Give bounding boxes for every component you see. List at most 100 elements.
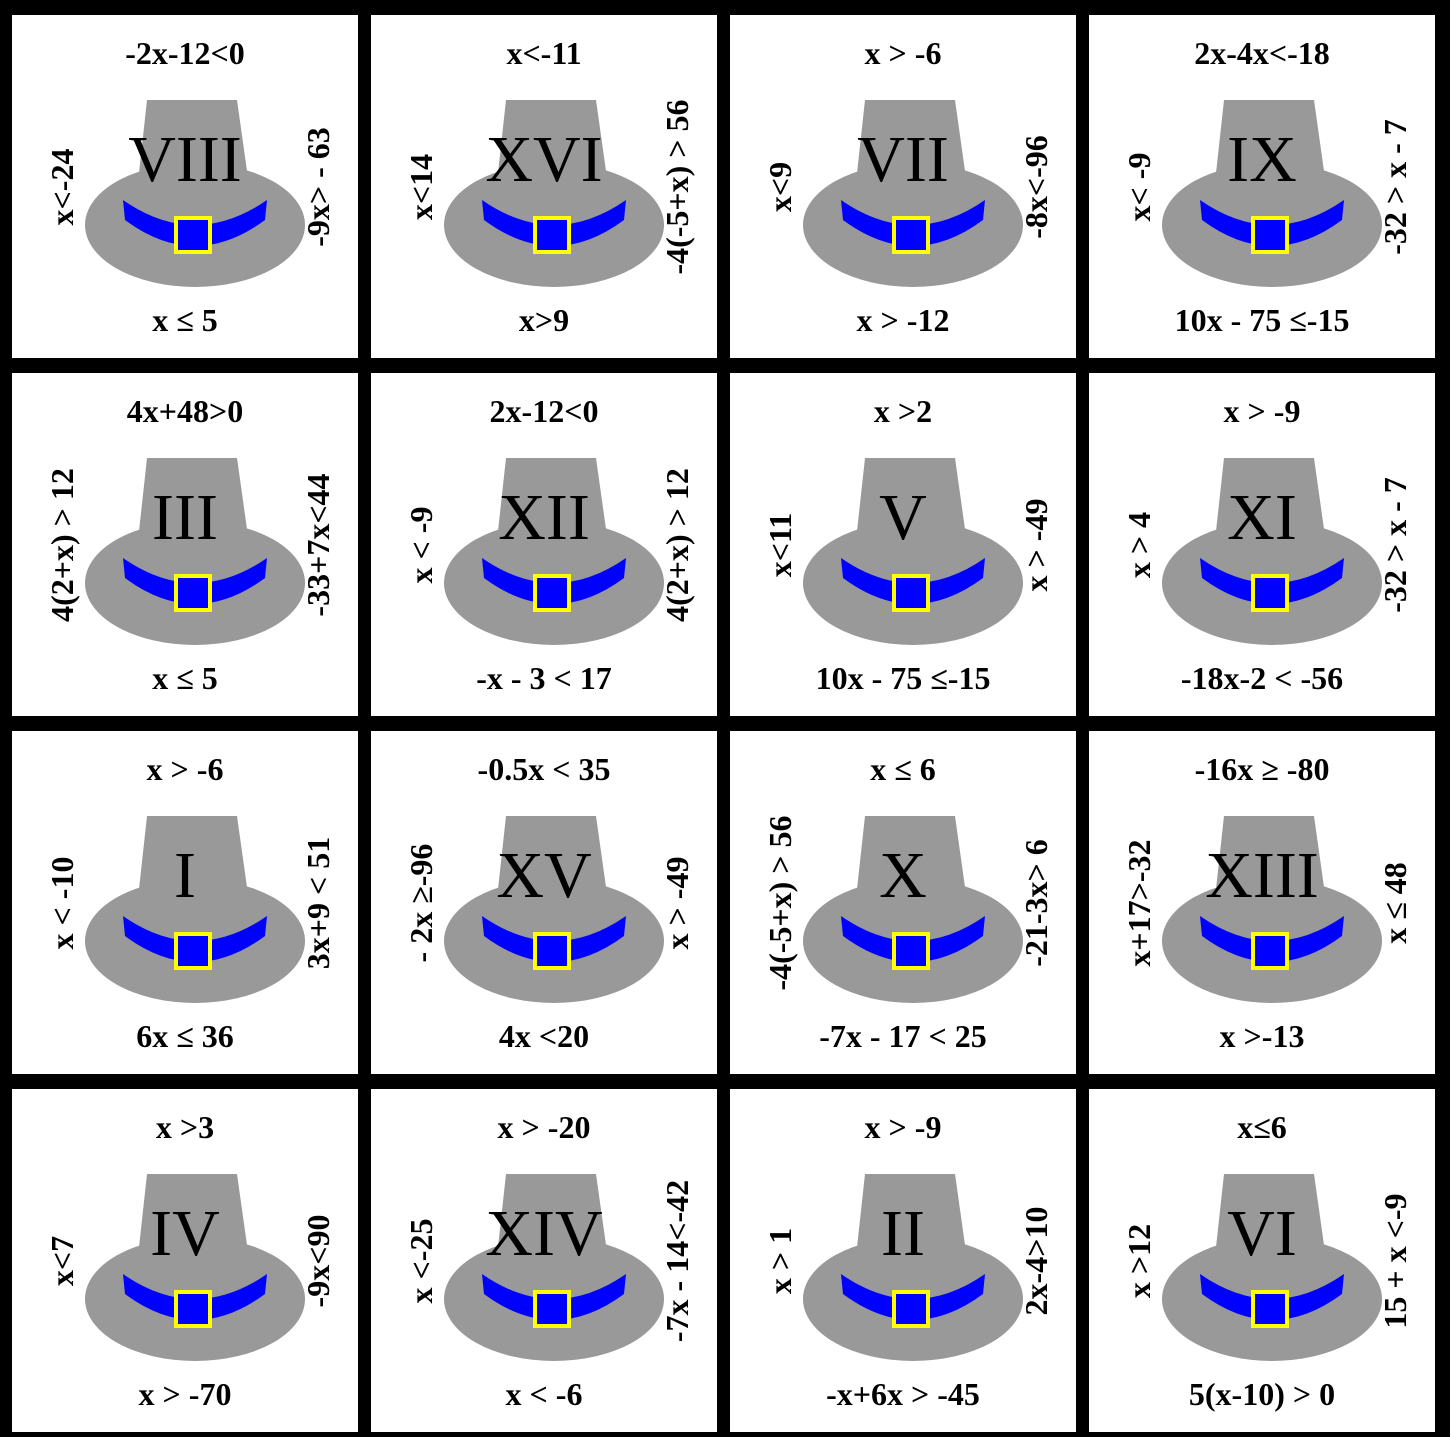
pilgrim-hat-icon	[1162, 458, 1382, 645]
inequality-top: x > -9	[1223, 393, 1301, 429]
pilgrim-hat-icon	[444, 1174, 664, 1361]
inequality-left: x<11	[762, 512, 798, 578]
inequality-left: x<14	[403, 153, 439, 221]
pilgrim-hat-icon	[803, 816, 1023, 1003]
roman-numeral: XI	[1227, 481, 1297, 554]
roman-numeral: II	[881, 1197, 925, 1270]
puzzle-tile-xvi[interactable]: XVI x<-11 x>9 x<14 -4(-5+x) > 56	[371, 15, 717, 358]
puzzle-tile-iv[interactable]: IV x >3 x > -70 x<7 -9x<90	[12, 1089, 358, 1432]
puzzle-tile-xiv[interactable]: XIV x > -20 x < -6 x <-25 -7x - 14<-42	[371, 1089, 717, 1432]
puzzle-tile-ix[interactable]: IX 2x-4x<-18 10x - 75 ≤-15 x< -9 -32 > x…	[1089, 15, 1435, 358]
inequality-left: x > 4	[1121, 511, 1157, 579]
inequality-bottom: x ≤ 5	[152, 660, 218, 696]
roman-numeral: IV	[150, 1197, 220, 1270]
inequality-right: -32 > x - 7	[1377, 477, 1413, 613]
inequality-left: x< -9	[1121, 152, 1157, 222]
roman-numeral: XIII	[1205, 839, 1319, 912]
puzzle-tile-iii[interactable]: III 4x+48>0 x ≤ 5 4(2+x) > 12 -33+7x<44	[12, 373, 358, 716]
pilgrim-hat-icon	[85, 100, 305, 287]
inequality-bottom: 4x <20	[498, 1018, 590, 1054]
roman-numeral: III	[152, 481, 218, 554]
inequality-bottom: 10x - 75 ≤-15	[815, 660, 991, 696]
inequality-top: -2x-12<0	[125, 35, 245, 71]
puzzle-tile-ii[interactable]: II x > -9 -x+6x > -45 x > 1 2x-4>10	[730, 1089, 1076, 1432]
inequality-top: x≤6	[1237, 1109, 1287, 1145]
inequality-right: x > -49	[659, 856, 695, 950]
inequality-right: -7x - 14<-42	[659, 1179, 695, 1343]
inequality-bottom: x > -12	[856, 302, 950, 338]
pilgrim-hat-icon	[444, 816, 664, 1003]
inequality-top: -16x ≥ -80	[1194, 751, 1330, 787]
roman-numeral: XIV	[485, 1197, 603, 1270]
inequality-bottom: -x+6x > -45	[826, 1376, 980, 1412]
inequality-left: 4(2+x) > 12	[44, 468, 80, 622]
inequality-left: - 2x ≥-96	[403, 843, 439, 963]
puzzle-tile-viii[interactable]: VIII -2x-12<0 x ≤ 5 x<-24 -9x> - 63	[12, 15, 358, 358]
pilgrim-hat-icon	[803, 458, 1023, 645]
pilgrim-hat-icon	[803, 1174, 1023, 1361]
pilgrim-hat-icon	[85, 458, 305, 645]
inequality-right: 3x+9 < 51	[300, 836, 336, 970]
inequality-bottom: x>9	[518, 302, 570, 338]
inequality-left: x < -10	[44, 856, 80, 950]
inequality-top: x >2	[873, 393, 933, 429]
puzzle-tile-vi[interactable]: VI x≤6 5(x-10) > 0 x >12 15 + x <-9	[1089, 1089, 1435, 1432]
inequality-bottom: -7x - 17 < 25	[819, 1018, 987, 1054]
inequality-bottom: x >-13	[1219, 1018, 1305, 1054]
roman-numeral: IX	[1227, 123, 1297, 196]
roman-numeral: VII	[857, 123, 949, 196]
puzzle-tile-xiii[interactable]: XIII -16x ≥ -80 x >-13 x+17>-32 x ≤ 48	[1089, 731, 1435, 1074]
inequality-left: x<-24	[44, 148, 80, 226]
inequality-right: -9x<90	[300, 1214, 336, 1308]
puzzle-tile-xv[interactable]: XV -0.5x < 35 4x <20 - 2x ≥-96 x > -49	[371, 731, 717, 1074]
inequality-left: x >12	[1121, 1223, 1157, 1299]
pilgrim-hat-icon	[803, 100, 1023, 287]
inequality-bottom: x ≤ 5	[152, 302, 218, 338]
puzzle-tile-xii[interactable]: XII 2x-12<0 -x - 3 < 17 x < -9 4(2+x) > …	[371, 373, 717, 716]
puzzle-tile-v[interactable]: V x >2 10x - 75 ≤-15 x<11 x > -49	[730, 373, 1076, 716]
inequality-left: x<9	[762, 161, 798, 213]
inequality-right: -4(-5+x) > 56	[659, 99, 695, 275]
pilgrim-hat-icon	[1162, 816, 1382, 1003]
roman-numeral: XII	[498, 481, 590, 554]
roman-numeral: I	[174, 839, 196, 912]
inequality-top: x<-11	[506, 35, 582, 71]
roman-numeral: XV	[496, 839, 592, 912]
inequality-top: x >3	[155, 1109, 215, 1145]
puzzle-tile-i[interactable]: I x > -6 6x ≤ 36 x < -10 3x+9 < 51	[12, 731, 358, 1074]
inequality-top: -0.5x < 35	[477, 751, 611, 787]
inequality-left: x<7	[44, 1235, 80, 1287]
inequality-left: x > 1	[762, 1227, 798, 1295]
roman-numeral: VIII	[128, 123, 242, 196]
inequality-left: x <-25	[403, 1218, 439, 1304]
inequality-right: 4(2+x) > 12	[659, 468, 695, 622]
inequality-bottom: 5(x-10) > 0	[1188, 1376, 1336, 1412]
pilgrim-hat-icon	[444, 458, 664, 645]
roman-numeral: VI	[1227, 1197, 1297, 1270]
roman-numeral: X	[879, 839, 927, 912]
inequality-bottom: 10x - 75 ≤-15	[1174, 302, 1350, 338]
inequality-bottom: 6x ≤ 36	[136, 1018, 234, 1054]
inequality-top: 4x+48>0	[126, 393, 244, 429]
roman-numeral: XVI	[485, 123, 603, 196]
pilgrim-hat-icon	[444, 100, 664, 287]
puzzle-tile-x[interactable]: X x ≤ 6 -7x - 17 < 25 -4(-5+x) > 56 -21-…	[730, 731, 1076, 1074]
inequality-top: 2x-4x<-18	[1194, 35, 1330, 71]
inequality-right: -33+7x<44	[300, 473, 336, 617]
inequality-left: -4(-5+x) > 56	[762, 815, 798, 991]
inequality-top: x > -9	[864, 1109, 942, 1145]
inequality-right: 2x-4>10	[1018, 1206, 1054, 1316]
puzzle-tile-xi[interactable]: XI x > -9 -18x-2 < -56 x > 4 -32 > x - 7	[1089, 373, 1435, 716]
inequality-right: x > -49	[1018, 498, 1054, 592]
inequality-right: x ≤ 48	[1377, 862, 1413, 944]
pilgrim-hat-icon	[85, 1174, 305, 1361]
inequality-bottom: -x - 3 < 17	[476, 660, 612, 696]
inequality-right: -8x<-96	[1018, 135, 1054, 239]
puzzle-tile-vii[interactable]: VII x > -6 x > -12 x<9 -8x<-96	[730, 15, 1076, 358]
inequality-left: x+17>-32	[1121, 839, 1157, 967]
inequality-right: -9x> - 63	[300, 127, 336, 247]
inequality-left: x < -9	[403, 506, 439, 584]
pilgrim-hat-icon	[85, 816, 305, 1003]
inequality-right: 15 + x <-9	[1377, 1193, 1413, 1329]
